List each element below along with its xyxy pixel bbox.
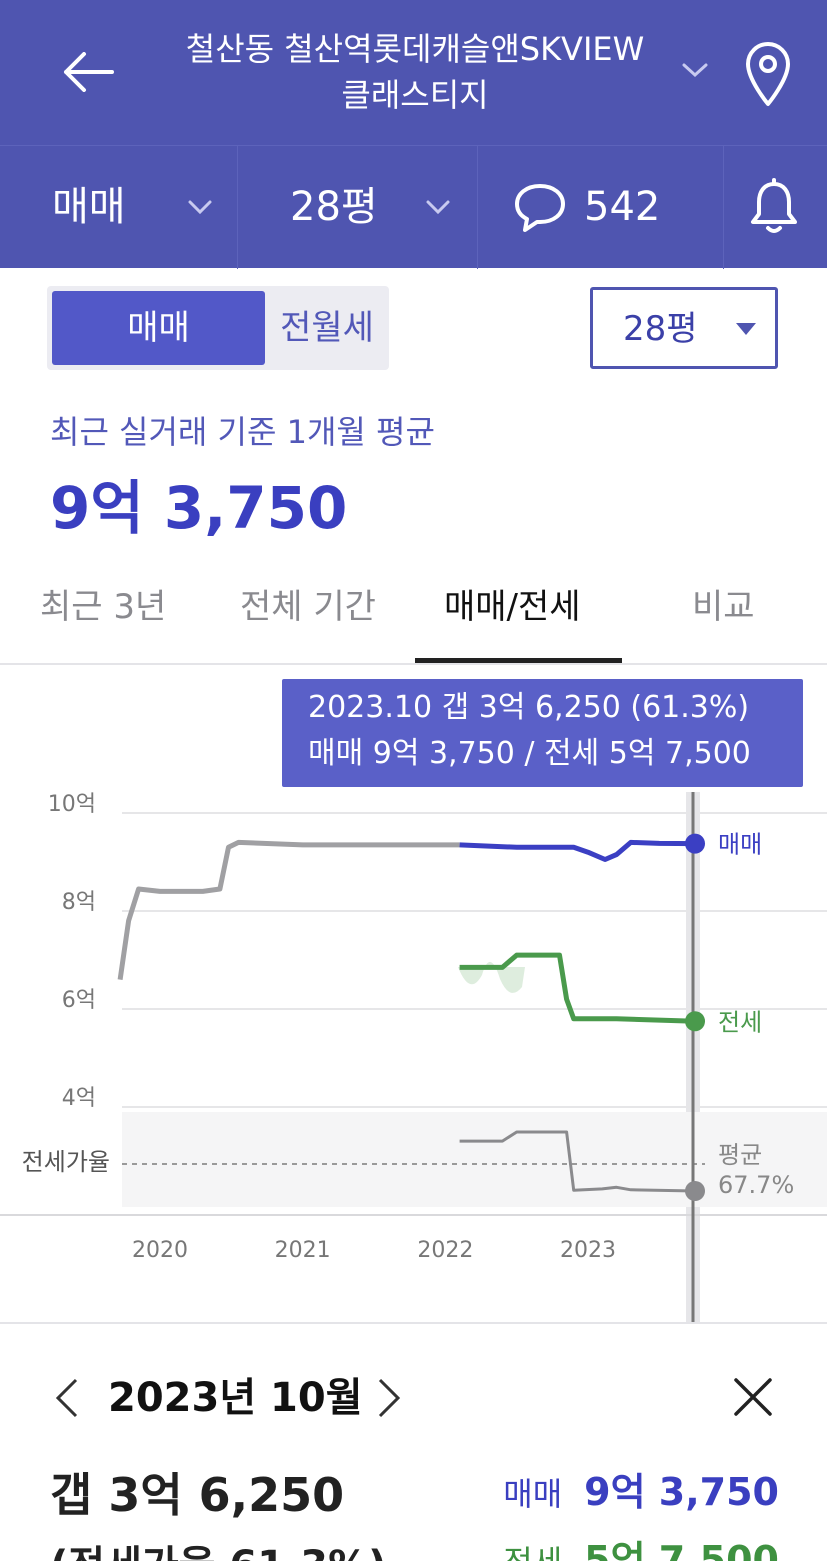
close-icon[interactable] xyxy=(732,1376,774,1418)
toggle-sale[interactable]: 매매 xyxy=(52,291,265,365)
ratio-average-value: 67.7% xyxy=(718,1171,794,1199)
ratio-area-bg xyxy=(122,1112,827,1207)
trade-type-dropdown[interactable]: 매매 xyxy=(0,146,238,269)
size-dropdown[interactable]: 28평 xyxy=(238,146,478,269)
ratio-average-label: 평균 xyxy=(718,1141,762,1169)
size-label: 28평 xyxy=(290,184,378,230)
chevron-left-icon[interactable] xyxy=(50,1376,84,1420)
comments-button[interactable]: 542 xyxy=(478,146,724,269)
title-line-1: 철산동 철산역롯데캐슬앤SKVIEW xyxy=(185,30,645,68)
x-tick-label: 2022 xyxy=(417,1238,473,1263)
trade-type-label: 매매 xyxy=(52,184,126,230)
y-tick-label: 8억 xyxy=(62,890,96,915)
sale-price-row: 매매 9억 3,750 xyxy=(503,1470,779,1516)
chevron-down-icon xyxy=(188,200,212,215)
size-select[interactable]: 28평 xyxy=(590,287,778,369)
back-button[interactable] xyxy=(58,44,118,100)
filter-bar: 매매 28평 542 xyxy=(0,145,827,269)
chevron-down-icon[interactable] xyxy=(680,58,710,82)
x-tick-label: 2023 xyxy=(560,1238,616,1263)
jeonse-end-point xyxy=(685,1011,706,1032)
jeonse-price-row: 전세 5억 7,500 xyxy=(503,1538,779,1561)
sale-line-history xyxy=(117,839,460,980)
sale-end-point xyxy=(685,833,706,854)
gap-amount: 갭 3억 6,250 xyxy=(50,1468,345,1522)
chevron-right-icon[interactable] xyxy=(372,1376,406,1420)
tab-recent-3y[interactable]: 최근 3년 xyxy=(40,587,167,627)
x-tick-label: 2021 xyxy=(275,1238,331,1263)
chart-canvas: 10억 8억 6억 4억 전세가율 평균 67.7% 2020 2021 2022 2023… xyxy=(0,792,827,1323)
title-line-2: 클래스티지 xyxy=(341,76,489,114)
price-chart[interactable]: 10억 8억 6억 4억 전세가율 평균 67.7% 2020 2021 2022 2023… xyxy=(0,667,827,1323)
map-pin-icon[interactable] xyxy=(740,40,796,108)
y-tick-label: 10억 xyxy=(48,792,96,817)
bell-icon xyxy=(751,178,797,233)
ratio-line xyxy=(459,1130,696,1193)
trade-toggle: 매매 전월세 xyxy=(47,286,389,370)
toggle-rent[interactable]: 전월세 xyxy=(280,308,374,348)
average-caption: 최근 실거래 기준 1개월 평균 xyxy=(50,413,435,451)
apartment-title[interactable]: 철산동 철산역롯데캐슬앤SKVIEW 클래스티지 xyxy=(130,26,700,118)
notification-button[interactable] xyxy=(724,146,827,269)
jeonse-value: 5억 7,500 xyxy=(584,1538,779,1561)
y-tick-label: 4억 xyxy=(62,1086,96,1111)
divider xyxy=(0,1322,827,1324)
tab-all-period[interactable]: 전체 기간 xyxy=(240,587,376,627)
gap-ratio: (전세가율 61.3%) xyxy=(50,1540,386,1561)
period-tabs: 최근 3년 전체 기간 매매/전세 비교 xyxy=(0,570,827,665)
size-select-label: 28평 xyxy=(623,309,698,349)
x-tick-label: 2020 xyxy=(132,1238,188,1263)
comment-count: 542 xyxy=(584,184,661,230)
average-price: 9억 3,750 xyxy=(50,474,348,542)
caret-down-icon xyxy=(736,323,756,335)
jeonse-series-label: 전세 xyxy=(718,1008,762,1036)
sale-line xyxy=(459,839,696,862)
tooltip-line-2: 매매 9억 3,750 / 전세 5억 7,500 xyxy=(308,736,751,771)
ratio-end-point xyxy=(685,1181,706,1201)
chevron-down-icon xyxy=(426,200,450,215)
app-header: 철산동 철산역롯데캐슬앤SKVIEW 클래스티지 xyxy=(0,0,827,145)
tooltip-line-1: 2023.10 갭 3억 6,250 (61.3%) xyxy=(308,690,750,725)
sale-value: 9억 3,750 xyxy=(584,1470,779,1514)
jeonse-line xyxy=(459,952,696,1024)
sale-label: 매매 xyxy=(503,1475,563,1513)
speech-bubble-icon xyxy=(515,184,565,232)
jeonse-label: 전세 xyxy=(503,1543,562,1561)
ratio-axis-label: 전세가율 xyxy=(22,1148,110,1176)
tab-sale-jeonse[interactable]: 매매/전세 xyxy=(444,587,581,627)
tab-compare[interactable]: 비교 xyxy=(692,587,755,627)
panel-date: 2023년 10월 xyxy=(108,1375,363,1421)
y-tick-label: 6억 xyxy=(62,988,96,1013)
arrow-left-icon xyxy=(64,52,114,92)
sale-series-label: 매매 xyxy=(718,831,762,859)
chart-tooltip: 2023.10 갭 3억 6,250 (61.3%) 매매 9억 3,750 /… xyxy=(282,679,803,787)
active-tab-indicator xyxy=(415,658,622,663)
